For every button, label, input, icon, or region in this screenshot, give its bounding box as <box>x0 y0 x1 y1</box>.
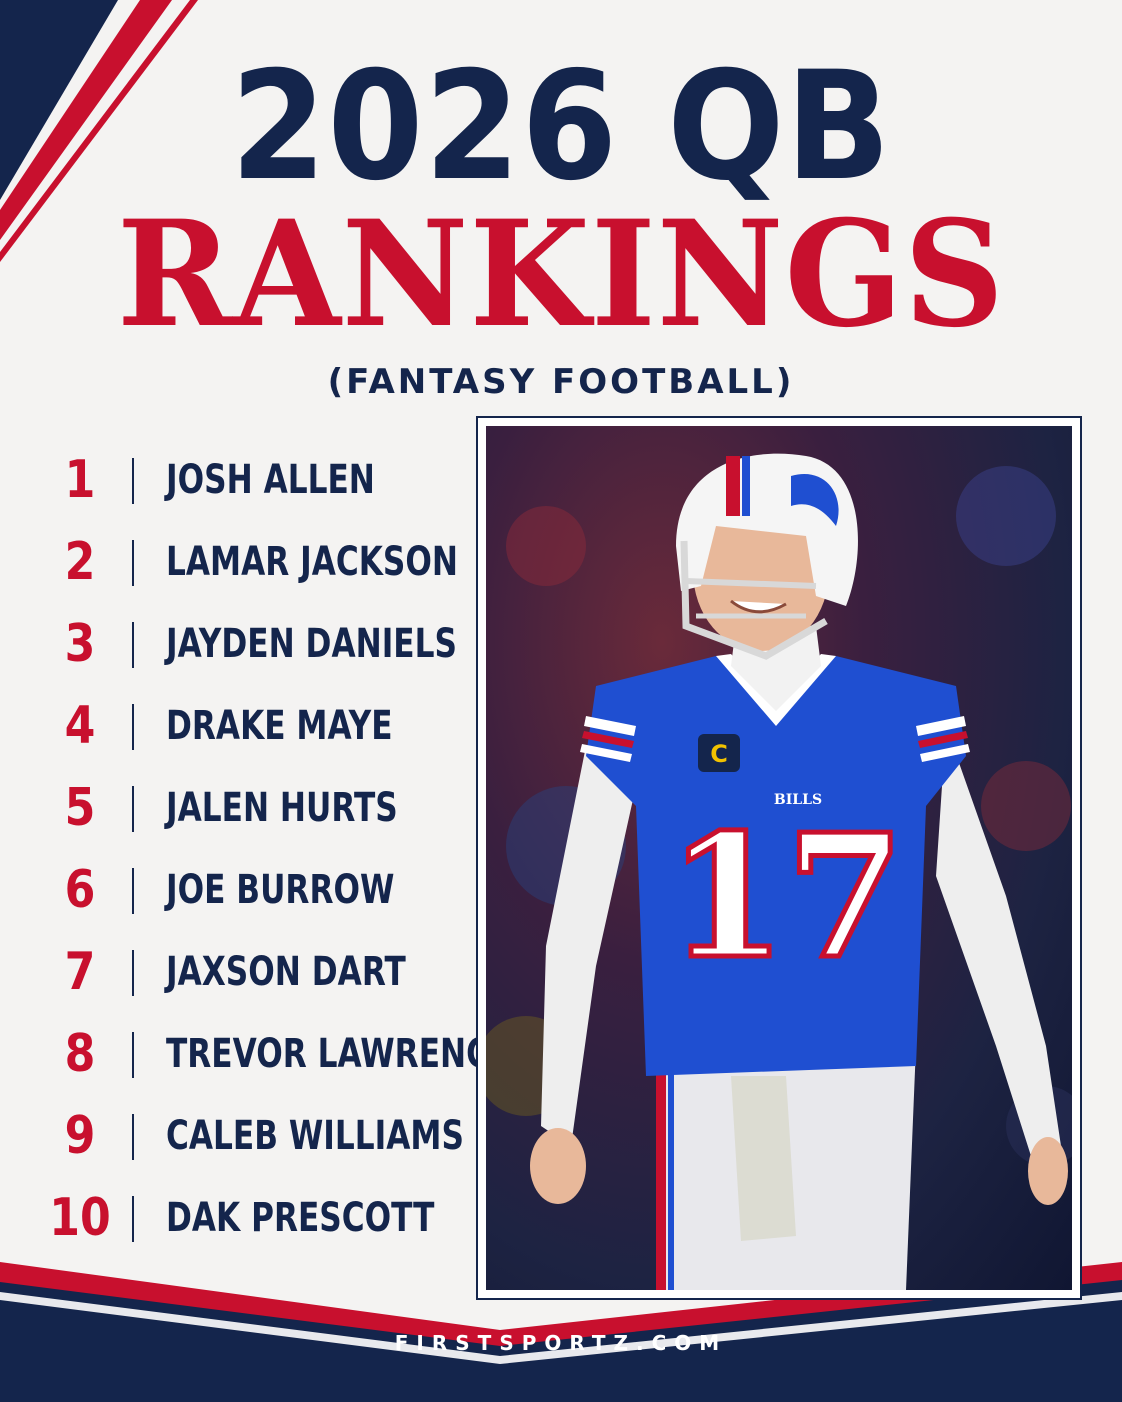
captain-patch-letter: C <box>710 740 728 768</box>
player-name: JAYDEN DANIELS <box>166 621 457 667</box>
player-name: JALEN HURTS <box>166 785 398 831</box>
player-name: DAK PRESCOTT <box>166 1195 435 1241</box>
rank-number: 3 <box>64 614 96 674</box>
rank-divider <box>132 1114 134 1160</box>
player-name: JAXSON DART <box>166 949 406 995</box>
ranking-row: 4 DRAKE MAYE <box>40 686 460 766</box>
rank-number: 2 <box>64 532 96 592</box>
rank-divider <box>132 1032 134 1078</box>
page-title-line-1: 2026 QB <box>230 40 892 214</box>
rank-divider <box>132 1196 134 1242</box>
jersey-number: 17 <box>668 797 905 997</box>
ranking-row: 1 JOSH ALLEN <box>40 440 460 520</box>
rank-divider <box>132 950 134 996</box>
rank-divider <box>132 868 134 914</box>
rank-divider <box>132 458 134 504</box>
rank-number: 4 <box>64 696 96 756</box>
ranking-row: 9 CALEB WILLIAMS <box>40 1096 464 1176</box>
jersey-team-name: BILLS <box>774 792 822 808</box>
ranking-row: 10 DAK PRESCOTT <box>40 1178 460 1258</box>
player-name: LAMAR JACKSON <box>166 539 459 585</box>
player-illustration: C BILLS 17 <box>486 453 1072 1290</box>
rank-number: 6 <box>64 860 96 920</box>
ranking-row: 5 JALEN HURTS <box>40 768 460 848</box>
player-photo-frame: C BILLS 17 <box>476 416 1082 1300</box>
rank-divider <box>132 704 134 750</box>
player-name: JOSH ALLEN <box>166 457 375 503</box>
rank-number: 10 <box>49 1188 111 1248</box>
rank-number: 8 <box>64 1024 96 1084</box>
rank-divider <box>132 540 134 586</box>
page-title-line-2: RANKINGS <box>116 189 1006 360</box>
rank-divider <box>132 622 134 668</box>
player-name: TREVOR LAWRENCE <box>166 1031 511 1077</box>
player-photo: C BILLS 17 <box>486 426 1072 1290</box>
ranking-row: 2 LAMAR JACKSON <box>40 522 460 602</box>
player-name: CALEB WILLIAMS <box>166 1113 464 1159</box>
rank-number: 9 <box>64 1106 96 1166</box>
player-name: JOE BURROW <box>166 867 395 913</box>
rank-number: 5 <box>64 778 96 838</box>
page-subtitle: (FANTASY FOOTBALL) <box>327 362 795 402</box>
ranking-row: 7 JAXSON DART <box>40 932 460 1012</box>
rank-divider <box>132 786 134 832</box>
player-name: DRAKE MAYE <box>166 703 393 749</box>
rank-number: 7 <box>64 942 96 1002</box>
ranking-row: 6 JOE BURROW <box>40 850 460 930</box>
footer-website: FIRSTSPORTZ.COM <box>394 1331 728 1355</box>
ranking-row: 3 JAYDEN DANIELS <box>40 604 460 684</box>
ranking-row: 8 TREVOR LAWRENCE <box>40 1014 511 1094</box>
rank-number: 1 <box>64 450 96 510</box>
